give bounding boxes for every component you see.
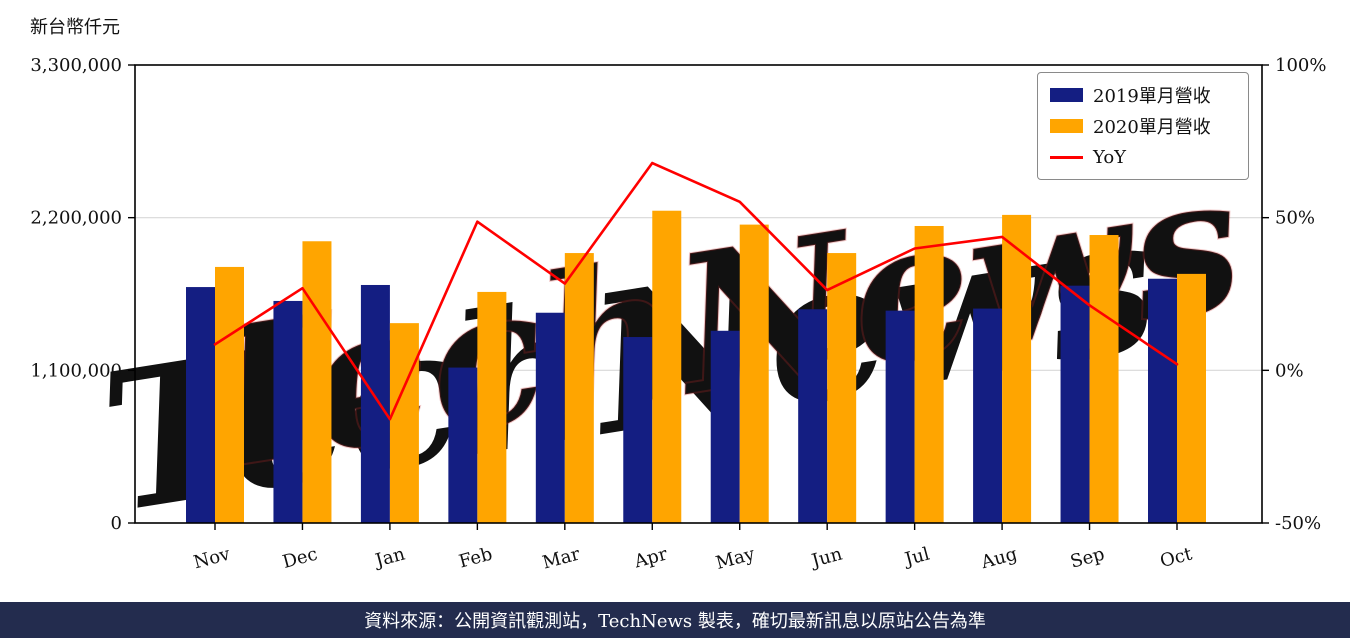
x-tick-label-sep: Sep <box>1068 544 1107 573</box>
x-tick-label-feb: Feb <box>457 544 495 573</box>
right-axis-tick-label: 100% <box>1275 55 1326 76</box>
bar-2020-Jul <box>914 225 944 523</box>
bar-2020-Feb <box>477 291 507 523</box>
bar-2019-Sep <box>1060 285 1090 523</box>
legend-item-2020-revenue: 2020單月營收 <box>1050 113 1236 139</box>
y-axis-unit-label: 新台幣仟元 <box>30 17 120 38</box>
bar-2019-Jul <box>885 310 915 523</box>
bar-2020-Jun <box>827 253 857 524</box>
x-tick-label-oct: Oct <box>1158 543 1195 572</box>
x-tick-label-mar: Mar <box>540 543 582 573</box>
bar-2020-Apr <box>652 210 682 523</box>
left-axis-tick-label: 3,300,000 <box>30 55 122 76</box>
x-tick-label-jan: Jan <box>371 543 407 572</box>
right-axis-tick-label: -50% <box>1275 513 1321 534</box>
bar-2020-May <box>739 224 769 523</box>
left-axis-tick-label: 2,200,000 <box>30 208 122 229</box>
footer-bar: 資料來源：公開資訊觀測站，TechNews 製表，確切最新訊息以原站公告為準 <box>0 602 1350 638</box>
x-tick-label-aug: Aug <box>978 544 1019 574</box>
legend-swatch-2019 <box>1050 88 1083 102</box>
footer-source-text: 資料來源：公開資訊觀測站，TechNews 製表，確切最新訊息以原站公告為準 <box>364 611 986 632</box>
bar-2019-May <box>710 330 740 523</box>
plot-border <box>134 64 1263 524</box>
bar-2019-Aug <box>973 308 1003 523</box>
x-tick-label-apr: Apr <box>631 543 670 572</box>
x-tick-label-may: May <box>714 543 758 574</box>
monthly-revenue-chart: TechNewsTechNews01,100,0002,200,0003,300… <box>30 55 1326 574</box>
right-axis-tick-label: 50% <box>1275 208 1315 229</box>
bar-2020-Sep <box>1089 235 1119 524</box>
right-axis-tick-label: 0% <box>1275 360 1304 381</box>
legend-swatch-2020 <box>1050 119 1083 133</box>
legend-swatch-yoy <box>1050 155 1083 159</box>
bar-2019-Mar <box>535 312 565 523</box>
yoy-line <box>213 161 1179 421</box>
bar-2020-Oct <box>1177 273 1206 523</box>
bar-2020-Dec <box>302 241 332 523</box>
bar-2019-Jun <box>798 309 828 523</box>
legend-label-2020: 2020單月營收 <box>1093 117 1211 138</box>
x-tick-label-dec: Dec <box>280 544 319 573</box>
bar-2019-Feb <box>448 367 478 523</box>
x-tick-label-jun: Jun <box>808 543 845 572</box>
left-axis-tick-label: 1,100,000 <box>30 360 122 381</box>
legend-label-yoy: YoY <box>1093 146 1127 168</box>
legend-item-2019-revenue: 2019單月營收 <box>1050 82 1236 108</box>
x-tick-label-nov: Nov <box>191 543 233 573</box>
bar-2020-Nov <box>215 266 244 523</box>
legend-item-yoy: YoY <box>1050 144 1236 170</box>
legend-label-2019: 2019單月營收 <box>1093 86 1211 107</box>
bar-2020-Aug <box>1002 214 1032 523</box>
bar-2019-Jan <box>360 284 390 523</box>
bar-2019-Oct <box>1148 278 1177 523</box>
x-tick-label-jul: Jul <box>901 543 932 570</box>
chart-legend: 2019單月營收 2020單月營收 YoY <box>1037 72 1249 180</box>
bar-2019-Nov <box>186 287 215 523</box>
bar-2020-Mar <box>564 253 594 524</box>
bar-2019-Apr <box>623 337 653 523</box>
bar-2020-Jan <box>389 323 419 523</box>
bar-2019-Dec <box>273 300 303 523</box>
left-axis-tick-label: 0 <box>111 513 122 534</box>
